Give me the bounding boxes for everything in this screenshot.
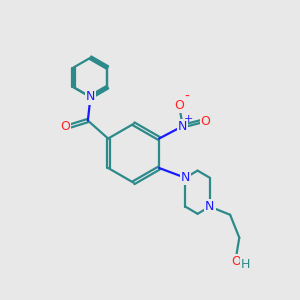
Text: O: O <box>60 120 70 133</box>
Text: O: O <box>175 99 184 112</box>
Text: N: N <box>86 91 95 103</box>
Text: N: N <box>205 200 214 213</box>
Text: H: H <box>241 258 250 271</box>
Text: +: + <box>184 114 193 124</box>
Text: N: N <box>181 171 190 184</box>
Text: O: O <box>201 115 211 128</box>
Text: O: O <box>231 255 241 268</box>
Text: -: - <box>184 90 189 104</box>
Text: N: N <box>178 120 188 133</box>
